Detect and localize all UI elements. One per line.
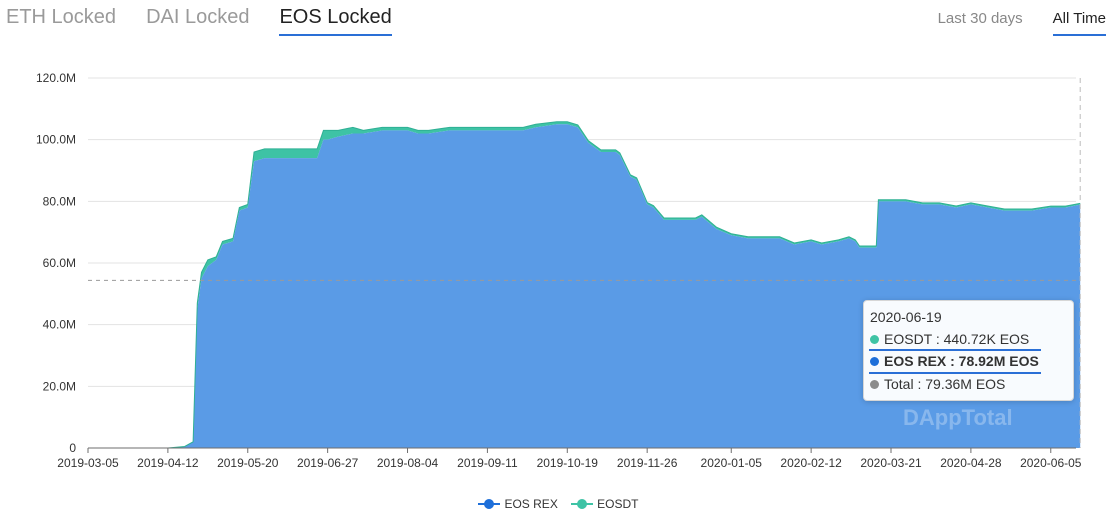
dapptotal-watermark: DAppTotal bbox=[903, 405, 1013, 430]
range-last-30-days[interactable]: Last 30 days bbox=[937, 10, 1023, 27]
x-tick-label: 2019-05-20 bbox=[217, 456, 279, 470]
x-tick-label: 2019-08-04 bbox=[377, 456, 439, 470]
tooltip-highlight-line bbox=[869, 349, 1041, 351]
x-tick-label: 2019-06-27 bbox=[297, 456, 359, 470]
x-tick-label: 2020-02-12 bbox=[780, 456, 842, 470]
total-dot-icon bbox=[870, 380, 879, 389]
x-tick-label: 2019-09-11 bbox=[457, 456, 518, 470]
legend-item-eosdt[interactable]: EOSDT bbox=[571, 497, 639, 511]
y-tick-label: 60.0M bbox=[43, 256, 76, 270]
y-tick-label: 100.0M bbox=[36, 133, 76, 147]
legend-label-eosdt: EOSDT bbox=[597, 497, 639, 511]
y-tick-label: 40.0M bbox=[43, 318, 76, 332]
y-tick-label: 0 bbox=[69, 441, 76, 455]
tooltip-eos-rex-value: EOS REX : 78.92M EOS bbox=[884, 353, 1039, 369]
legend-item-eos-rex[interactable]: EOS REX bbox=[478, 497, 558, 511]
x-tick-label: 2020-03-21 bbox=[860, 456, 922, 470]
eosdt-dot-icon bbox=[870, 335, 879, 344]
tooltip-eosdt-row: EOSDT : 440.72K EOS bbox=[870, 331, 1029, 347]
y-tick-label: 120.0M bbox=[36, 71, 76, 85]
tooltip-eos-rex-row: EOS REX : 78.92M EOS bbox=[870, 353, 1039, 369]
y-tick-label: 20.0M bbox=[43, 379, 76, 393]
eosdt-legend-icon bbox=[571, 499, 594, 509]
chart-tooltip: 2020-06-19 EOSDT : 440.72K EOS EOS REX :… bbox=[863, 300, 1074, 401]
asset-tabs: ETH Locked DAI Locked EOS Locked bbox=[6, 6, 392, 36]
time-range-selector: Last 30 days All Time bbox=[938, 10, 1106, 36]
tooltip-date: 2020-06-19 bbox=[870, 309, 942, 325]
series-line-eosdt bbox=[88, 121, 1081, 449]
x-tick-label: 2020-01-05 bbox=[701, 456, 763, 470]
tab-eth-locked[interactable]: ETH Locked bbox=[6, 6, 117, 28]
tab-dai-locked[interactable]: DAI Locked bbox=[146, 6, 250, 28]
tab-eos-locked[interactable]: EOS Locked bbox=[279, 6, 392, 36]
y-tick-label: 80.0M bbox=[43, 194, 76, 208]
x-tick-label: 2020-04-28 bbox=[940, 456, 1002, 470]
chart-areas bbox=[88, 121, 1081, 449]
eos-rex-legend-icon bbox=[478, 499, 501, 509]
eos-rex-dot-icon bbox=[870, 357, 879, 366]
chart-legend: EOS REX EOSDT bbox=[0, 497, 1117, 512]
x-tick-label: 2020-06-05 bbox=[1020, 456, 1082, 470]
x-tick-label: 2019-11-26 bbox=[617, 456, 678, 470]
chart-overlay bbox=[88, 78, 1081, 448]
range-all-time[interactable]: All Time bbox=[1052, 10, 1106, 36]
tooltip-total-row: Total : 79.36M EOS bbox=[870, 376, 1005, 392]
tooltip-eosdt-value: EOSDT : 440.72K EOS bbox=[884, 331, 1030, 347]
series-area-eos-rex bbox=[88, 124, 1081, 448]
tooltip-highlight-line bbox=[869, 372, 1041, 374]
legend-label-eos-rex: EOS REX bbox=[504, 497, 558, 511]
tooltip-total-value: Total : 79.36M EOS bbox=[884, 376, 1006, 392]
x-tick-label: 2019-04-12 bbox=[137, 456, 199, 470]
x-tick-label: 2019-10-19 bbox=[537, 456, 599, 470]
x-tick-label: 2019-03-05 bbox=[57, 456, 119, 470]
chart-axes: 0 20.0M 40.0M 60.0M 80.0M 100.0M 120.0M 2019-03… bbox=[36, 71, 1082, 470]
